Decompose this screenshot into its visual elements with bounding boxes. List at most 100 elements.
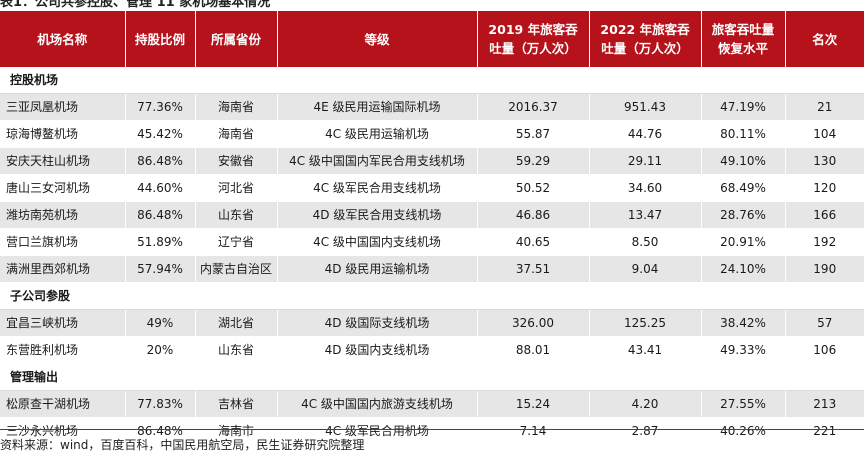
cell-pax2022: 34.60 bbox=[588, 174, 701, 202]
table-row: 宜昌三峡机场 49% 湖北省 4D 级国际支线机场 326.00 125.25 38.42%… bbox=[0, 309, 864, 337]
cell-stake: 77.83% bbox=[124, 390, 195, 418]
cell-province: 内蒙古自治区 bbox=[194, 255, 277, 283]
cell-pax2019: 46.86 bbox=[476, 201, 589, 229]
cell-name: 东营胜利机场 bbox=[0, 336, 125, 364]
cell-province: 海南省 bbox=[194, 120, 277, 148]
cell-recovery: 27.55% bbox=[700, 390, 785, 418]
cell-grade: 4D 级国际支线机场 bbox=[276, 309, 477, 337]
section-label: 控股机场 bbox=[0, 67, 864, 94]
header-recovery-line1: 旅客吞吐量 bbox=[711, 22, 775, 37]
table-row: 三亚凤凰机场 77.36% 海南省 4E 级民用运输国际机场 2016.37 951.43… bbox=[0, 93, 864, 121]
cell-grade: 4C 级中国国内军民合用支线机场 bbox=[276, 147, 477, 175]
cell-province: 山东省 bbox=[194, 336, 277, 364]
cell-recovery: 40.26% bbox=[700, 417, 785, 445]
cell-pax2022: 951.43 bbox=[588, 93, 701, 121]
cell-grade: 4C 级中国国内旅游支线机场 bbox=[276, 390, 477, 418]
cell-pax2022: 43.41 bbox=[588, 336, 701, 364]
cell-pax2022: 44.76 bbox=[588, 120, 701, 148]
cell-pax2022: 4.20 bbox=[588, 390, 701, 418]
source-note: 资料来源：wind，百度百科，中国民用航空局，民生证券研究院整理 bbox=[0, 438, 365, 452]
cell-rank: 213 bbox=[784, 390, 864, 418]
cell-stake: 51.89% bbox=[124, 228, 195, 256]
cell-name: 琼海博鳌机场 bbox=[0, 120, 125, 148]
cell-province: 吉林省 bbox=[194, 390, 277, 418]
cell-rank: 104 bbox=[784, 120, 864, 148]
header-pax-2022-line2: 吐量（万人次） bbox=[601, 41, 689, 56]
cell-name: 安庆天柱山机场 bbox=[0, 147, 125, 175]
cell-province: 山东省 bbox=[194, 201, 277, 229]
cell-pax2022: 8.50 bbox=[588, 228, 701, 256]
table-row: 潍坊南苑机场 86.48% 山东省 4D 级军民合用支线机场 46.86 13.47 28.… bbox=[0, 201, 864, 229]
table-row: 营口兰旗机场 51.89% 辽宁省 4C 级中国国内支线机场 40.65 8.50 20.9… bbox=[0, 228, 864, 256]
table-bottom-rule bbox=[0, 429, 864, 430]
table-title: 表1：公司共参控股、管理 11 家机场基本情况 bbox=[0, 0, 271, 10]
cell-recovery: 80.11% bbox=[700, 120, 785, 148]
header-recovery-line2: 恢复水平 bbox=[717, 41, 768, 56]
header-pax-2019: 2019 年旅客吞 吐量（万人次） bbox=[477, 11, 590, 67]
cell-rank: 120 bbox=[784, 174, 864, 202]
cell-rank: 190 bbox=[784, 255, 864, 283]
cell-rank: 57 bbox=[784, 309, 864, 337]
cell-pax2022: 2.87 bbox=[588, 417, 701, 445]
cell-pax2019: 7.14 bbox=[476, 417, 589, 445]
cell-name: 满洲里西郊机场 bbox=[0, 255, 125, 283]
cell-province: 海南省 bbox=[194, 93, 277, 121]
cell-pax2019: 55.87 bbox=[476, 120, 589, 148]
table-header: 机场名称 持股比例 所属省份 等级 2019 年旅客吞 吐量（万人次） 2022… bbox=[0, 11, 864, 67]
cell-province: 湖北省 bbox=[194, 309, 277, 337]
cell-rank: 221 bbox=[784, 417, 864, 445]
cell-pax2019: 59.29 bbox=[476, 147, 589, 175]
header-pax-2022: 2022 年旅客吞 吐量（万人次） bbox=[589, 11, 702, 67]
cell-province: 河北省 bbox=[194, 174, 277, 202]
cell-stake: 57.94% bbox=[124, 255, 195, 283]
cell-stake: 45.42% bbox=[124, 120, 195, 148]
cell-pax2019: 326.00 bbox=[476, 309, 589, 337]
cell-name: 三沙永兴机场 bbox=[0, 417, 125, 445]
cell-grade: 4D 级民用运输机场 bbox=[276, 255, 477, 283]
cell-stake: 20% bbox=[124, 336, 195, 364]
cell-name: 潍坊南苑机场 bbox=[0, 201, 125, 229]
table-row: 松原查干湖机场 77.83% 吉林省 4C 级中国国内旅游支线机场 15.24 4.20 2… bbox=[0, 390, 864, 418]
section-row: 管理输出 bbox=[0, 363, 864, 391]
cell-grade: 4C 级民用运输机场 bbox=[276, 120, 477, 148]
table-row: 三沙永兴机场 86.48% 海南市 4C 级军民合用机场 7.14 2.87 40.26% 2… bbox=[0, 417, 864, 445]
section-label: 管理输出 bbox=[0, 363, 864, 391]
cell-grade: 4C 级军民合用机场 bbox=[276, 417, 477, 445]
cell-rank: 130 bbox=[784, 147, 864, 175]
cell-stake: 49% bbox=[124, 309, 195, 337]
cell-pax2022: 125.25 bbox=[588, 309, 701, 337]
cell-rank: 192 bbox=[784, 228, 864, 256]
cell-name: 营口兰旗机场 bbox=[0, 228, 125, 256]
header-recovery: 旅客吞吐量 恢复水平 bbox=[701, 11, 786, 67]
table-row: 唐山三女河机场 44.60% 河北省 4C 级军民合用支线机场 50.52 34.60 68… bbox=[0, 174, 864, 202]
cell-pax2019: 37.51 bbox=[476, 255, 589, 283]
cell-grade: 4C 级军民合用支线机场 bbox=[276, 174, 477, 202]
cell-name: 宜昌三峡机场 bbox=[0, 309, 125, 337]
cell-rank: 106 bbox=[784, 336, 864, 364]
cell-recovery: 24.10% bbox=[700, 255, 785, 283]
cell-recovery: 38.42% bbox=[700, 309, 785, 337]
cell-recovery: 49.10% bbox=[700, 147, 785, 175]
cell-province: 辽宁省 bbox=[194, 228, 277, 256]
cell-stake: 86.48% bbox=[124, 147, 195, 175]
cell-stake: 44.60% bbox=[124, 174, 195, 202]
header-pax-2019-line2: 吐量（万人次） bbox=[489, 41, 577, 56]
cell-grade: 4E 级民用运输国际机场 bbox=[276, 93, 477, 121]
cell-pax2019: 15.24 bbox=[476, 390, 589, 418]
cell-recovery: 68.49% bbox=[700, 174, 785, 202]
header-rank: 名次 bbox=[785, 11, 864, 67]
table-row: 琼海博鳌机场 45.42% 海南省 4C 级民用运输机场 55.87 44.76 80.11… bbox=[0, 120, 864, 148]
header-pax-2019-line1: 2019 年旅客吞 bbox=[488, 22, 578, 37]
table-row: 满洲里西郊机场 57.94% 内蒙古自治区 4D 级民用运输机场 37.51 9.04 24… bbox=[0, 255, 864, 283]
cell-name: 三亚凤凰机场 bbox=[0, 93, 125, 121]
header-pax-2022-line1: 2022 年旅客吞 bbox=[600, 22, 690, 37]
header-grade: 等级 bbox=[277, 11, 478, 67]
cell-pax2022: 29.11 bbox=[588, 147, 701, 175]
header-name: 机场名称 bbox=[0, 11, 126, 67]
cell-rank: 21 bbox=[784, 93, 864, 121]
cell-recovery: 49.33% bbox=[700, 336, 785, 364]
table-body: 控股机场 三亚凤凰机场 77.36% 海南省 4E 级民用运输国际机场 2016.37 95… bbox=[0, 67, 864, 445]
cell-province: 海南市 bbox=[194, 417, 277, 445]
cell-pax2019: 88.01 bbox=[476, 336, 589, 364]
airport-table: 机场名称 持股比例 所属省份 等级 2019 年旅客吞 吐量（万人次） 2022… bbox=[0, 11, 864, 445]
